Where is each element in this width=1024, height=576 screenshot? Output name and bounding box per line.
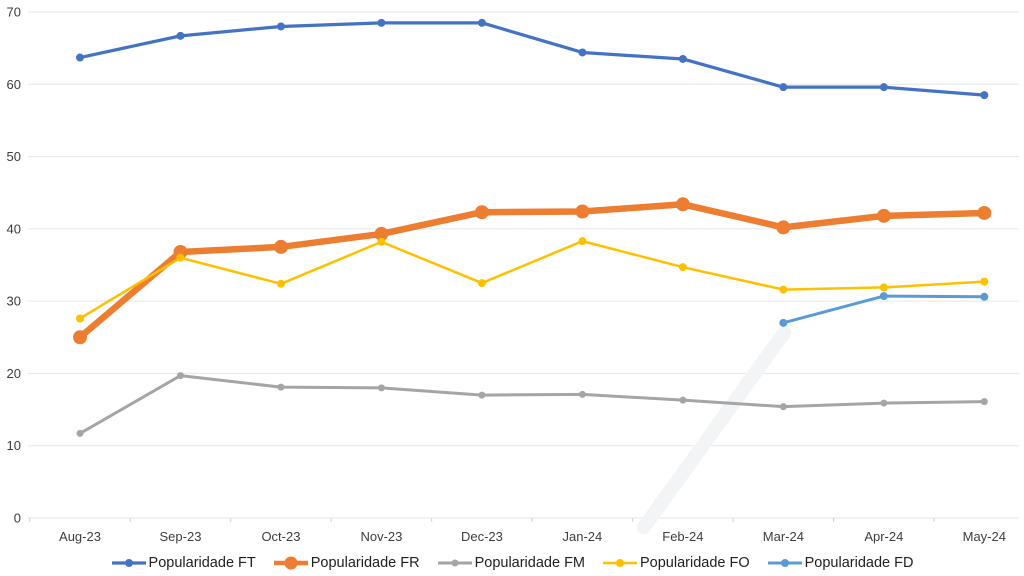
legend-marker-icon (437, 559, 472, 567)
data-point (575, 204, 590, 219)
data-point (578, 48, 587, 57)
x-axis-tick-label: Jan-24 (563, 529, 603, 544)
data-point (880, 399, 888, 407)
data-point (173, 244, 188, 259)
data-point (980, 277, 989, 286)
data-point (980, 292, 989, 301)
data-point (980, 398, 988, 406)
legend-marker-icon (603, 559, 637, 567)
data-point (678, 54, 687, 63)
data-point (779, 403, 787, 411)
legend-item[interactable]: Popularidade FM (437, 555, 585, 571)
data-point (176, 31, 185, 40)
data-point (977, 205, 992, 220)
data-point (478, 391, 486, 399)
legend-item[interactable]: Popularidade FO (602, 555, 750, 571)
data-point (980, 91, 989, 100)
x-axis-tick-label: Dec-23 (461, 529, 503, 544)
data-point (76, 314, 84, 323)
data-point (879, 83, 888, 92)
series-line-4 (78, 239, 986, 320)
y-axis-tick-label: 40 (7, 221, 21, 236)
legend-marker-icon (767, 559, 802, 567)
legend-label: Popularidade FT (148, 555, 256, 571)
legend-marker-icon (111, 559, 146, 567)
x-axis-tick-label: Apr-24 (864, 529, 903, 544)
y-axis-tick-label: 0 (14, 511, 21, 526)
watermark-smudge (636, 325, 792, 535)
series-line-1 (78, 21, 986, 97)
data-point (879, 283, 888, 292)
data-point (276, 22, 285, 31)
legend-marker-icon (273, 556, 308, 570)
x-axis-tick-label: Oct-23 (261, 529, 300, 544)
legend-item[interactable]: Popularidade FD (767, 555, 914, 571)
data-point (377, 18, 386, 27)
series-line-5 (781, 294, 986, 325)
data-point (776, 220, 791, 235)
data-point (779, 285, 788, 294)
y-axis-tick-label: 50 (7, 149, 21, 164)
data-point (374, 226, 389, 241)
data-point (277, 383, 285, 391)
x-axis-tick-label: Nov-23 (360, 529, 402, 544)
data-point (675, 197, 690, 212)
data-point (477, 279, 486, 288)
data-point (779, 318, 788, 327)
y-axis-tick-label: 10 (7, 438, 21, 453)
data-point (176, 372, 184, 380)
legend-label: Popularidade FO (640, 555, 750, 571)
legend-item[interactable]: Popularidade FR (273, 555, 420, 571)
y-axis-tick-label: 70 (7, 4, 21, 19)
data-point (474, 205, 489, 220)
legend-item[interactable]: Popularidade FT (111, 555, 256, 571)
data-point (879, 292, 888, 301)
data-point (477, 18, 486, 27)
series-line-3 (78, 374, 986, 435)
legend-label: Popularidade FD (804, 555, 914, 571)
chart-legend: Popularidade FT Popularidade FR Popularida… (0, 551, 1024, 575)
data-point (679, 396, 687, 404)
data-point (678, 263, 687, 272)
data-point (76, 429, 84, 437)
data-point (578, 390, 586, 398)
data-point (377, 384, 385, 392)
x-axis-tick-label: Sep-23 (160, 529, 202, 544)
legend-label: Popularidade FR (310, 555, 420, 571)
data-point (276, 279, 285, 288)
y-axis-tick-label: 60 (7, 77, 21, 92)
plot-area: 0 10 20 30 40 50 60 70 Aug-23 Sep-23 Oct-23 Nov-23 D… (7, 4, 1019, 544)
data-point (377, 237, 386, 246)
data-point (176, 253, 185, 262)
data-point (779, 83, 788, 92)
x-axis-tick-label: Feb-24 (662, 529, 703, 544)
x-axis-tick-label: May-24 (963, 529, 1006, 544)
x-axis-tick-label: Mar-24 (763, 529, 804, 544)
data-point (273, 239, 288, 254)
y-axis-tick-label: 30 (7, 294, 21, 309)
y-axis-tick-label: 20 (7, 366, 21, 381)
data-point (73, 330, 87, 345)
series-line-2 (76, 201, 988, 341)
legend-label: Popularidade FM (474, 555, 585, 571)
data-point (76, 53, 84, 62)
data-point (578, 237, 587, 246)
data-point (876, 208, 891, 223)
x-axis-tick-label: Aug-23 (59, 529, 101, 544)
